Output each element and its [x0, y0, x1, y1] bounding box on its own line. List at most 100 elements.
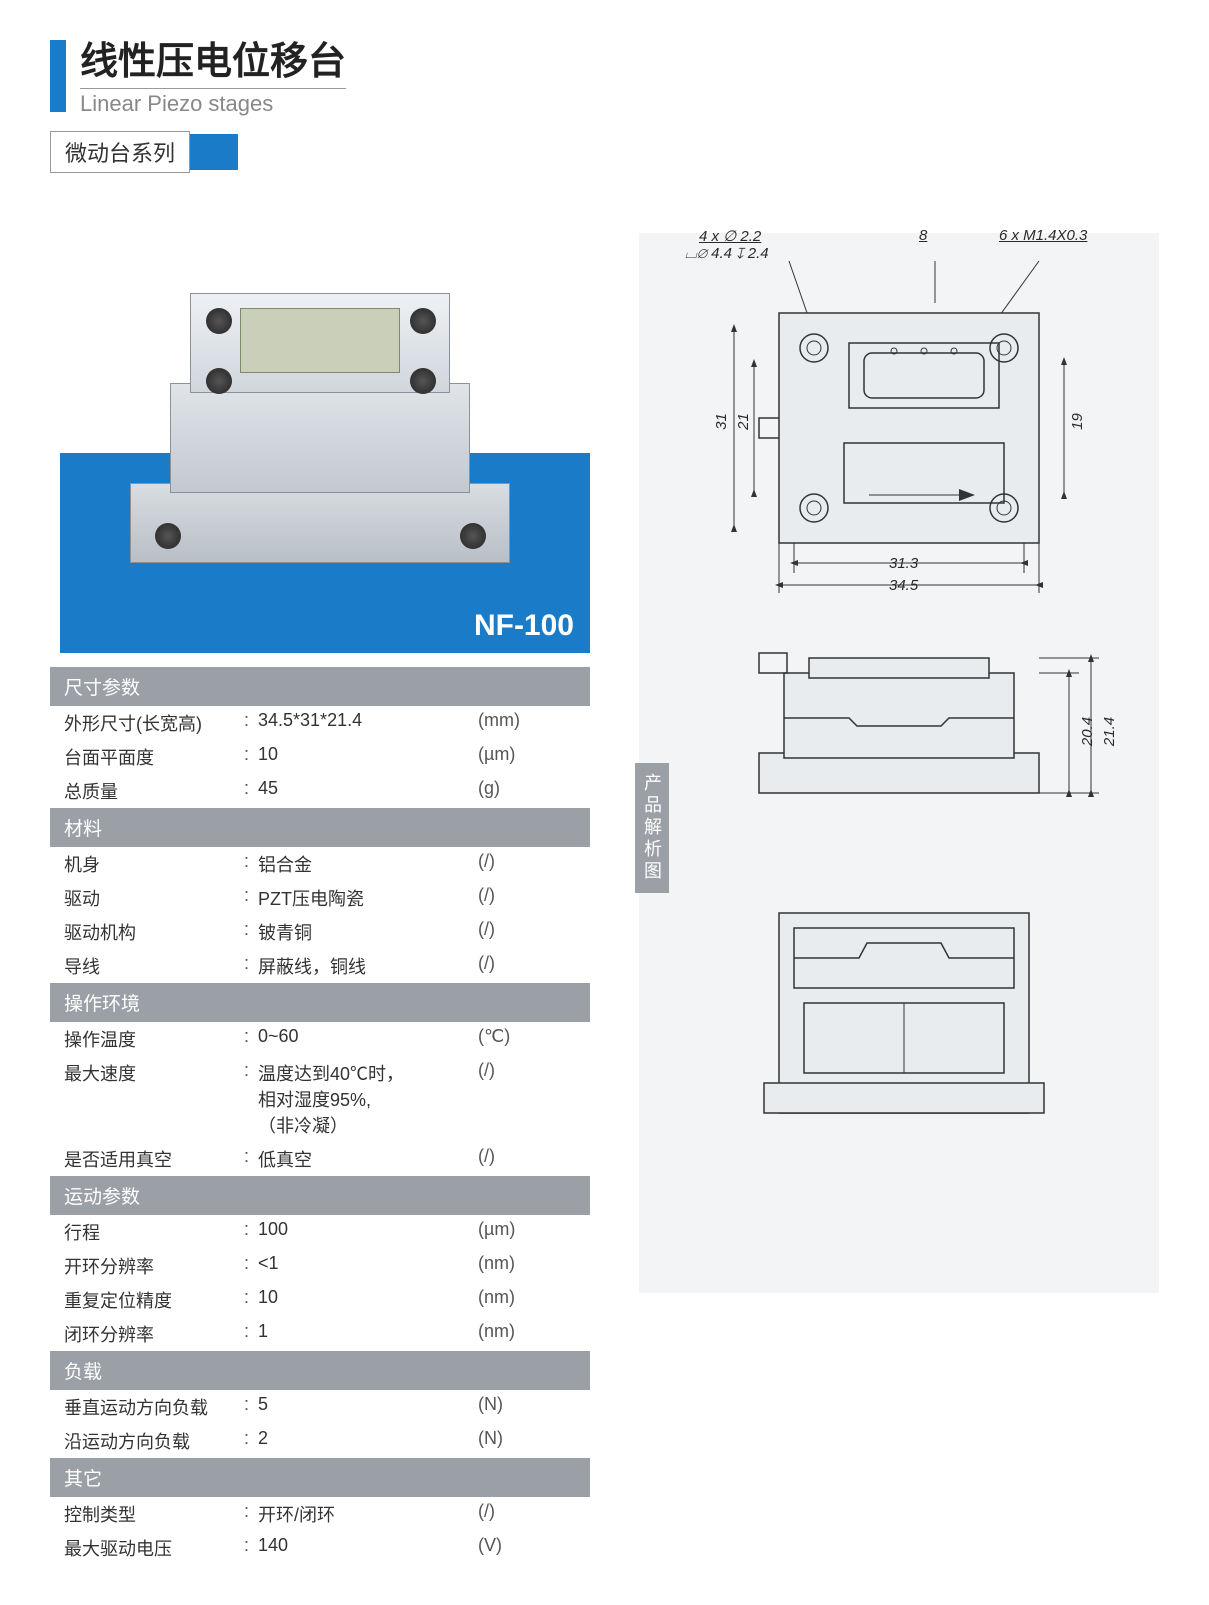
dim-h31: 31: [713, 413, 730, 430]
spec-label: 重复定位精度: [64, 1287, 244, 1313]
spec-unit: (nm): [478, 1321, 558, 1342]
colon: :: [244, 1253, 258, 1274]
colon: :: [244, 1287, 258, 1308]
spec-row: 行程:100(µm): [50, 1215, 590, 1249]
spec-unit: (V): [478, 1535, 558, 1556]
spec-unit: (/): [478, 885, 558, 906]
spec-value: 0~60: [258, 1026, 478, 1047]
spec-label: 外形尺寸(长宽高): [64, 710, 244, 736]
spec-value: 屏蔽线，铜线: [258, 953, 478, 979]
spec-unit: (/): [478, 1060, 558, 1081]
spec-row: 最大驱动电压:140(V): [50, 1531, 590, 1565]
spec-label: 导线: [64, 953, 244, 979]
spec-value: 铍青铜: [258, 919, 478, 945]
spec-row: 操作温度:0~60(℃): [50, 1022, 590, 1056]
product-photo: NF-100: [60, 233, 590, 653]
spec-value: 10: [258, 1287, 478, 1308]
spec-value: 5: [258, 1394, 478, 1415]
colon: :: [244, 1535, 258, 1556]
spec-label: 驱动: [64, 885, 244, 911]
section-header: 材料: [50, 808, 590, 847]
colon: :: [244, 885, 258, 906]
spec-unit: (nm): [478, 1287, 558, 1308]
spec-row: 台面平面度:10(µm): [50, 740, 590, 774]
spec-label: 是否适用真空: [64, 1146, 244, 1172]
spec-unit: (µm): [478, 1219, 558, 1240]
spec-label: 沿运动方向负载: [64, 1428, 244, 1454]
spec-label: 最大驱动电压: [64, 1535, 244, 1561]
spec-value: 低真空: [258, 1146, 478, 1172]
spec-row: 开环分辨率:<1(nm): [50, 1249, 590, 1283]
title-en: Linear Piezo stages: [80, 91, 346, 117]
spec-label: 机身: [64, 851, 244, 877]
spec-unit: (µm): [478, 744, 558, 765]
spec-value: 温度达到40℃时， 相对湿度95%, （非冷凝）: [258, 1060, 478, 1138]
spec-row: 垂直运动方向负载:5(N): [50, 1390, 590, 1424]
section-header: 负载: [50, 1351, 590, 1390]
spec-label: 开环分辨率: [64, 1253, 244, 1279]
spec-value: 铝合金: [258, 851, 478, 877]
spec-unit: (N): [478, 1394, 558, 1415]
spec-label: 闭环分辨率: [64, 1321, 244, 1347]
spec-label: 垂直运动方向负载: [64, 1394, 244, 1420]
series-name: 微动台系列: [50, 131, 190, 173]
annot-holes-a: 4 x ∅ 2.2: [699, 227, 761, 245]
colon: :: [244, 1321, 258, 1342]
dim-h21: 21: [735, 413, 752, 430]
spec-value: 45: [258, 778, 478, 799]
spec-label: 台面平面度: [64, 744, 244, 770]
spec-label: 最大速度: [64, 1060, 244, 1086]
spec-value: 开环/闭环: [258, 1501, 478, 1527]
colon: :: [244, 778, 258, 799]
spec-row: 驱动机构:铍青铜(/): [50, 915, 590, 949]
spec-row: 重复定位精度:10(nm): [50, 1283, 590, 1317]
spec-row: 驱动:PZT压电陶瓷(/): [50, 881, 590, 915]
spec-label: 控制类型: [64, 1501, 244, 1527]
colon: :: [244, 851, 258, 872]
colon: :: [244, 919, 258, 940]
spec-unit: (/): [478, 953, 558, 974]
spec-label: 驱动机构: [64, 919, 244, 945]
dim-204: 20.4: [1079, 716, 1096, 745]
colon: :: [244, 1026, 258, 1047]
drawings-panel: 产品解析图 4 x ∅ 2.2 ⌴∅ 4.4 ↧ 2.4 8 6 x M1.4X…: [639, 233, 1159, 1143]
spec-value: 100: [258, 1219, 478, 1240]
spec-label: 行程: [64, 1219, 244, 1245]
model-label: NF-100: [474, 609, 574, 643]
spec-unit: (/): [478, 1501, 558, 1522]
dim-w345: 34.5: [889, 577, 918, 594]
spec-value: <1: [258, 1253, 478, 1274]
section-header: 运动参数: [50, 1176, 590, 1215]
spec-unit: (/): [478, 919, 558, 940]
colon: :: [244, 1394, 258, 1415]
colon: :: [244, 953, 258, 974]
spec-row: 最大速度:温度达到40℃时， 相对湿度95%, （非冷凝）(/): [50, 1056, 590, 1142]
spec-row: 导线:屏蔽线，铜线(/): [50, 949, 590, 983]
front-view-drawing: [639, 883, 1159, 1143]
spec-unit: (/): [478, 851, 558, 872]
spec-value: 10: [258, 744, 478, 765]
spec-row: 沿运动方向负载:2(N): [50, 1424, 590, 1458]
accent-bar-small: [190, 134, 238, 170]
colon: :: [244, 1146, 258, 1167]
spec-row: 闭环分辨率:1(nm): [50, 1317, 590, 1351]
spec-row: 机身:铝合金(/): [50, 847, 590, 881]
spec-value: PZT压电陶瓷: [258, 885, 478, 911]
dim-w313: 31.3: [889, 555, 918, 572]
dim-214: 21.4: [1101, 716, 1118, 745]
colon: :: [244, 1219, 258, 1240]
dim-h19: 19: [1069, 413, 1086, 430]
spec-value: 1: [258, 1321, 478, 1342]
section-header: 尺寸参数: [50, 667, 590, 706]
spec-unit: (/): [478, 1146, 558, 1167]
spec-unit: (nm): [478, 1253, 558, 1274]
colon: :: [244, 1060, 258, 1081]
spec-row: 总质量:45(g): [50, 774, 590, 808]
spec-label: 总质量: [64, 778, 244, 804]
colon: :: [244, 1501, 258, 1522]
section-header: 操作环境: [50, 983, 590, 1022]
spec-table: 尺寸参数外形尺寸(长宽高):34.5*31*21.4(mm)台面平面度:10(µ…: [50, 667, 590, 1565]
subtitle-row: 微动台系列: [50, 131, 1159, 173]
spec-row: 外形尺寸(长宽高):34.5*31*21.4(mm): [50, 706, 590, 740]
spec-unit: (mm): [478, 710, 558, 731]
